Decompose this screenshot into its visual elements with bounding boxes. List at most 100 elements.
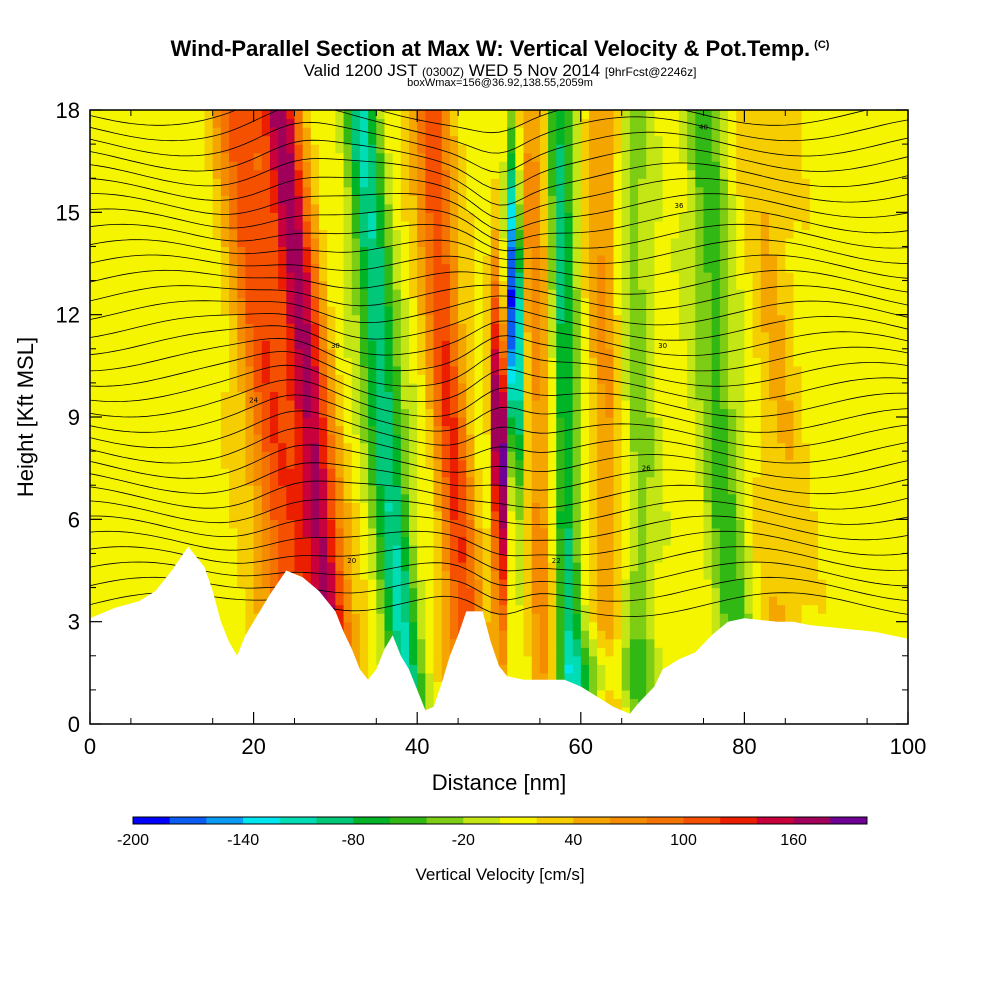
velocity-cell: [458, 561, 467, 572]
velocity-cell: [605, 348, 615, 358]
velocity-cell: [163, 391, 173, 401]
velocity-cell: [458, 118, 467, 128]
velocity-cell: [449, 604, 459, 614]
velocity-cell: [556, 502, 566, 512]
velocity-cell: [515, 169, 525, 179]
velocity-cell: [359, 434, 369, 444]
velocity-cell: [490, 621, 500, 631]
velocity-cell: [621, 144, 631, 154]
velocity-cell: [449, 596, 459, 606]
velocity-cell: [139, 519, 148, 529]
velocity-cell: [229, 519, 238, 529]
velocity-cell: [204, 544, 214, 555]
velocity-cell: [171, 485, 181, 495]
velocity-cell: [220, 519, 230, 529]
velocity-cell: [114, 331, 124, 341]
velocity-cell: [580, 561, 590, 572]
velocity-cell: [196, 272, 206, 282]
velocity-cell: [171, 510, 181, 520]
velocity-cell: [638, 451, 647, 461]
velocity-cell: [294, 289, 304, 299]
velocity-cell: [359, 579, 369, 589]
velocity-cell: [474, 365, 484, 375]
velocity-cell: [621, 417, 631, 427]
velocity-cell: [343, 306, 353, 316]
velocity-cell: [310, 485, 320, 495]
velocity-cell: [310, 382, 320, 393]
velocity-cell: [278, 110, 287, 120]
velocity-cell: [278, 289, 287, 299]
velocity-cell: [417, 553, 426, 563]
velocity-cell: [90, 544, 99, 555]
velocity-cell: [106, 195, 116, 205]
velocity-cell: [196, 220, 206, 230]
velocity-cell: [466, 510, 476, 520]
velocity-cell: [204, 451, 214, 461]
velocity-cell: [245, 613, 255, 623]
velocity-cell: [621, 127, 631, 137]
velocity-cell: [269, 468, 279, 478]
velocity-cell: [212, 212, 222, 222]
velocity-cell: [269, 186, 279, 196]
velocity-cell: [384, 382, 394, 393]
velocity-cell: [106, 587, 116, 597]
velocity-cell: [229, 459, 238, 469]
velocity-cell: [122, 519, 132, 529]
velocity-cell: [327, 314, 336, 324]
velocity-cell: [269, 220, 279, 230]
velocity-cell: [130, 561, 140, 572]
velocity-cell: [286, 110, 296, 120]
velocity-cell: [523, 638, 533, 648]
velocity-cell: [139, 178, 148, 188]
velocity-cell: [523, 476, 533, 486]
velocity-cell: [449, 314, 459, 324]
velocity-cell: [302, 348, 312, 358]
velocity-cell: [629, 561, 639, 572]
velocity-cell: [343, 229, 353, 239]
velocity-cell: [220, 152, 230, 162]
velocity-cell: [114, 493, 124, 503]
velocity-cell: [531, 365, 541, 375]
velocity-cell: [335, 417, 345, 427]
velocity-cell: [425, 553, 435, 563]
velocity-cell: [294, 169, 304, 179]
velocity-cell: [433, 417, 443, 427]
velocity-cell: [392, 553, 402, 563]
velocity-cell: [245, 425, 255, 435]
velocity-cell: [114, 510, 124, 520]
velocity-cell: [327, 178, 336, 188]
velocity-cell: [278, 135, 287, 145]
velocity-cell: [458, 135, 467, 145]
velocity-cell: [229, 579, 238, 589]
velocity-cell: [556, 297, 566, 307]
velocity-cell: [441, 391, 451, 401]
velocity-cell: [220, 135, 230, 145]
velocity-cell: [433, 630, 443, 640]
velocity-cell: [400, 544, 410, 555]
velocity-cell: [114, 127, 124, 137]
velocity-cell: [106, 306, 116, 316]
velocity-cell: [269, 135, 279, 145]
velocity-cell: [564, 340, 574, 350]
velocity-cell: [359, 502, 369, 512]
velocity-cell: [539, 135, 549, 145]
velocity-cell: [466, 297, 476, 307]
velocity-cell: [163, 314, 173, 324]
velocity-cell: [400, 306, 410, 316]
velocity-cell: [384, 596, 394, 606]
velocity-cell: [458, 272, 467, 282]
velocity-cell: [564, 570, 574, 580]
velocity-cell: [139, 527, 148, 537]
velocity-cell: [310, 408, 320, 418]
velocity-cell: [343, 246, 353, 256]
velocity-cell: [368, 664, 377, 674]
velocity-cell: [523, 408, 533, 418]
velocity-cell: [245, 417, 255, 427]
velocity-cell: [237, 348, 247, 358]
velocity-cell: [368, 510, 377, 520]
velocity-cell: [368, 186, 377, 196]
velocity-cell: [163, 382, 173, 393]
velocity-cell: [368, 570, 377, 580]
velocity-cell: [212, 536, 222, 546]
velocity-cell: [564, 596, 574, 606]
